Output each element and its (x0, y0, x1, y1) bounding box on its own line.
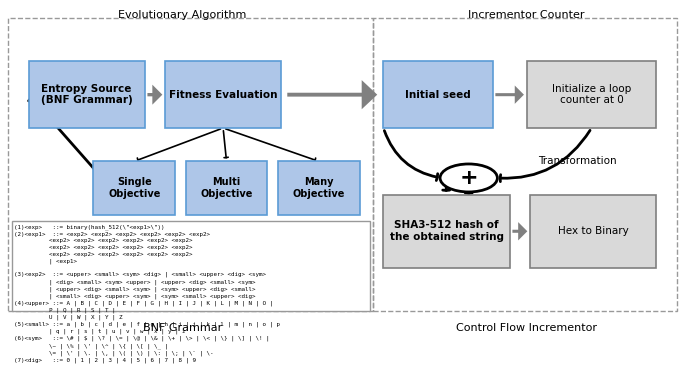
Text: Initial seed: Initial seed (405, 90, 471, 100)
Text: Evolutionary Algorithm: Evolutionary Algorithm (118, 10, 247, 20)
Text: Fitness Evaluation: Fitness Evaluation (169, 90, 277, 100)
FancyBboxPatch shape (12, 221, 370, 311)
FancyBboxPatch shape (277, 161, 360, 215)
Text: Single
Objective: Single Objective (108, 177, 160, 199)
Text: Control Flow Incrementor: Control Flow Incrementor (456, 323, 597, 333)
FancyBboxPatch shape (29, 61, 145, 128)
Text: +: + (460, 168, 478, 188)
Text: SHA3-512 hash of
the obtained string: SHA3-512 hash of the obtained string (390, 220, 503, 242)
FancyBboxPatch shape (165, 61, 281, 128)
FancyBboxPatch shape (384, 61, 493, 128)
FancyBboxPatch shape (186, 161, 267, 215)
Text: Many
Objective: Many Objective (292, 177, 345, 199)
FancyBboxPatch shape (527, 61, 656, 128)
Text: Hex to Binary: Hex to Binary (558, 226, 629, 236)
FancyBboxPatch shape (530, 195, 656, 268)
Text: Transformation: Transformation (538, 156, 617, 166)
Circle shape (440, 164, 497, 192)
Text: BNF Grammar: BNF Grammar (142, 323, 222, 333)
Text: Multi
Objective: Multi Objective (200, 177, 253, 199)
FancyBboxPatch shape (384, 195, 510, 268)
Text: Entropy Source
(BNF Grammar): Entropy Source (BNF Grammar) (41, 84, 132, 105)
Text: Initialize a loop
counter at 0: Initialize a loop counter at 0 (552, 84, 631, 105)
Text: (1)<exp>   ::= binary(hash_512(\"<exp1>\"))
(2)<exp1>  ::= <exp2> <exp2> <exp2> : (1)<exp> ::= binary(hash_512(\"<exp1>\")… (14, 225, 279, 363)
Text: Incrementor Counter: Incrementor Counter (469, 10, 585, 20)
FancyBboxPatch shape (93, 161, 175, 215)
